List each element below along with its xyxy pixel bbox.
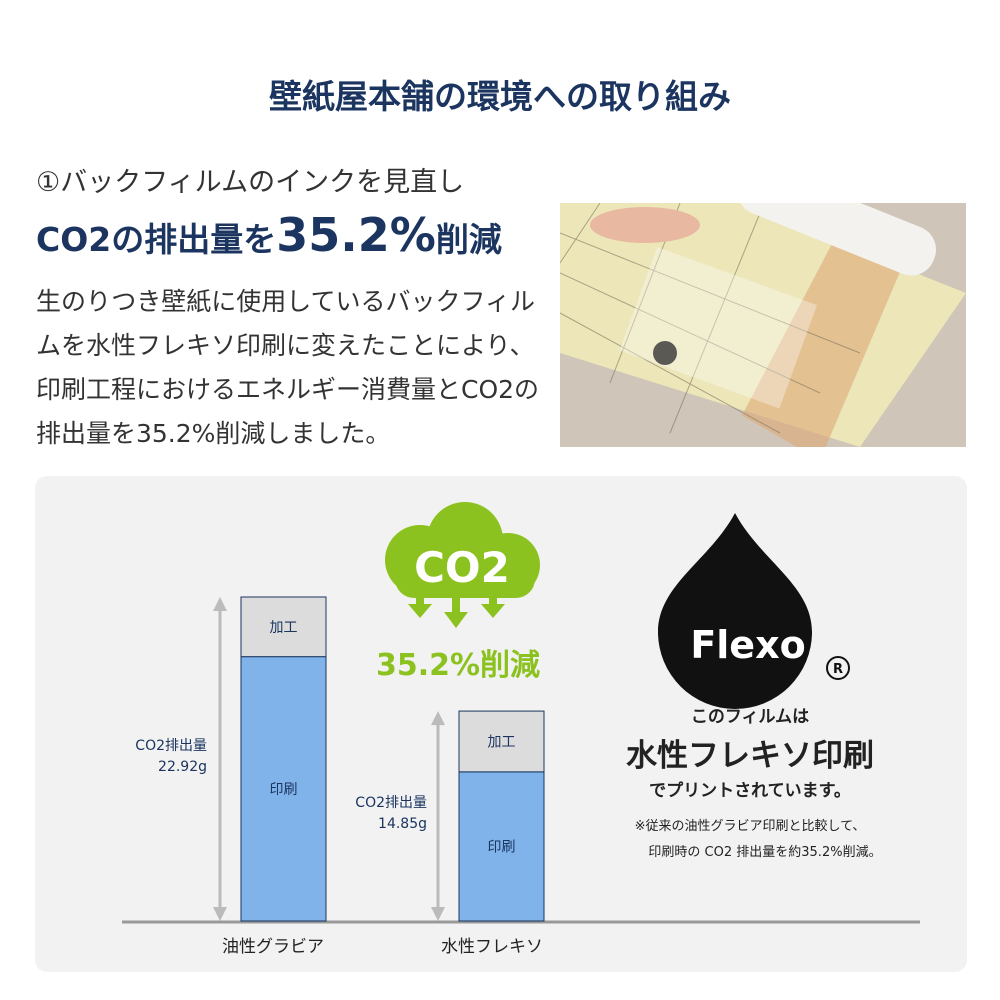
flexo-line1: このフィルムは [690,707,810,727]
section-body: 生のりつき壁紙に使用しているバックフィルムを水性フレキソ印刷に変えたことにより、… [36,287,540,448]
wallpaper-roll-photo [560,203,966,447]
bar-segment-加工 [458,710,545,773]
section-headline: CO2の排出量を35.2%削減 [36,208,502,262]
co2-cloud-icon [385,502,540,628]
total-label-value: 14.85g [378,816,427,832]
down-arrow-icons [408,590,505,628]
segment-label: 印刷 [488,839,516,855]
flexo-logo-text: Flexo [690,623,805,667]
arrow-head-up [213,597,227,611]
total-label-title: CO2排出量 [355,795,427,811]
arrow-head-up [431,711,445,726]
page-title: 壁紙屋本舗の環境への取り組み [269,77,731,116]
segment-label: 加工 [270,620,298,636]
category-label-1: 水性フレキソ [441,937,543,957]
bar-segment-印刷 [458,771,545,922]
cloud-text: CO2 [414,543,510,592]
flexo-drop-icon [658,513,812,709]
total-label-0: CO2排出量 22.92g [60,736,207,778]
flexo-line3: でプリントされています。 [649,781,851,801]
flexo-line2: 水性フレキソ印刷 [626,738,874,774]
segment-label: 印刷 [270,782,298,798]
registered-mark [826,656,850,680]
arrow-head-down [213,907,227,921]
total-label-1: CO2排出量 14.85g [280,793,427,835]
bar-segment-加工 [240,596,327,658]
flexo-note1: ※従来の油性グラビア印刷と比較して、 [634,819,866,834]
headline-post: 削減 [435,220,502,259]
segment-label: 加工 [488,734,516,750]
category-label-0: 油性グラビア [222,937,324,957]
section-subtitle: ①バックフィルムのインクを見直し [36,167,465,198]
svg-text:R: R [833,662,843,677]
reduction-label: 35.2%削減 [375,648,541,683]
headline-pre: CO2の排出量を [36,220,277,259]
bar-segment-印刷 [240,656,327,922]
total-label-value: 22.92g [158,759,207,775]
headline-value: 35.2% [276,208,436,262]
arrow-head-down [431,907,445,921]
flexo-note2: 印刷時の CO2 排出量を約35.2%削減。 [648,845,882,860]
total-label-title: CO2排出量 [135,738,207,754]
